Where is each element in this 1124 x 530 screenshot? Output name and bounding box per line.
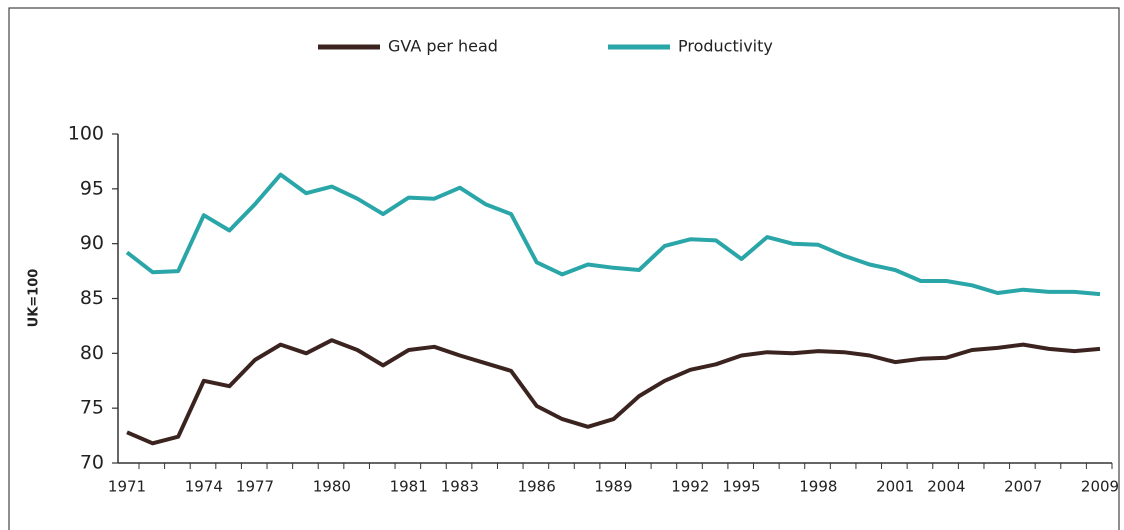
legend-label: GVA per head (388, 37, 498, 56)
x-tick-label: 2004 (927, 478, 965, 496)
x-tick-label: 2001 (876, 478, 914, 496)
y-axis-label: UK=100 (27, 269, 42, 328)
x-tick-label: 1992 (671, 478, 709, 496)
series-line (126, 338, 1101, 446)
y-tick-label: 75 (80, 397, 104, 419)
x-tick-label: 2007 (1004, 478, 1042, 496)
x-tick-label: 1977 (236, 478, 274, 496)
x-tick-label: 1974 (185, 478, 223, 496)
y-tick-label: 95 (80, 177, 104, 199)
x-tick-label: 1989 (594, 478, 632, 496)
x-tick-label: 2009 (1081, 478, 1119, 496)
x-tick-label: 1995 (722, 478, 760, 496)
x-tick-label: 1980 (313, 478, 351, 496)
series-line (125, 172, 1101, 297)
y-tick-label: 85 (80, 287, 104, 309)
y-tick-label: 70 (80, 452, 104, 474)
y-tick-label: 90 (80, 232, 104, 254)
legend-label: Productivity (678, 37, 773, 56)
frame (8, 7, 1120, 530)
x-tick-label: 1971 (108, 478, 146, 496)
x-tick-label: 1986 (518, 478, 556, 496)
x-tick-label: 1981 (390, 478, 428, 496)
x-tick-label: 1983 (441, 478, 479, 496)
x-tick-label: 1998 (799, 478, 837, 496)
y-tick-label: 80 (80, 342, 104, 364)
y-tick-label: 100 (68, 123, 104, 145)
